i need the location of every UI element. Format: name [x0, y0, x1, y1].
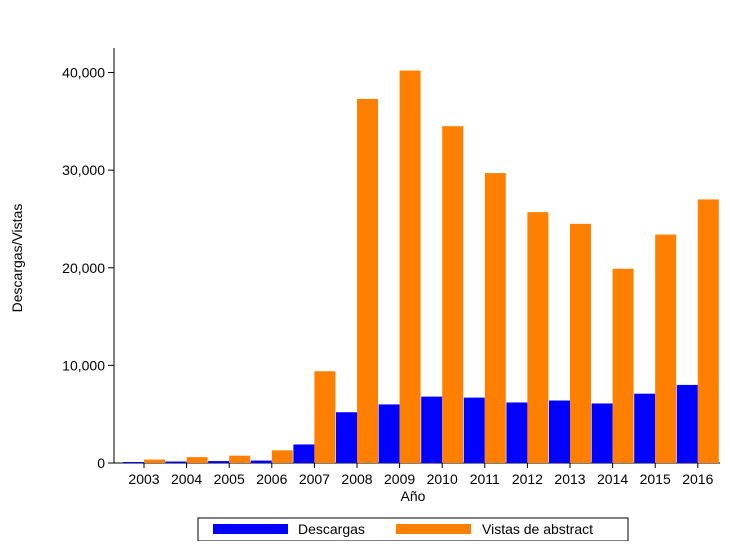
bar-descargas-2009	[378, 404, 400, 463]
bar-descargas-2003	[123, 462, 144, 463]
bar-descargas-2006	[250, 460, 272, 463]
x-tick-label: 2008	[341, 471, 372, 487]
x-tick-label: 2012	[512, 471, 543, 487]
bar-descargas-2015	[634, 393, 656, 463]
bar-descargas-2005	[208, 461, 230, 463]
bar-vistas-2012	[527, 212, 549, 463]
bar-vistas-2013	[570, 223, 591, 463]
bar-vistas-2008	[357, 98, 378, 463]
bar-vistas-2003	[144, 459, 165, 463]
bar-vistas-2006	[271, 450, 293, 463]
x-axis-label: Año	[401, 488, 426, 504]
bar-vistas-2007	[314, 371, 336, 463]
legend-swatch-vistas	[396, 524, 471, 534]
x-tick-label: 2006	[256, 471, 287, 487]
bar-vistas-2014	[612, 268, 634, 463]
bar-vistas-2011	[484, 173, 506, 463]
y-tick-label: 30,000	[62, 162, 105, 178]
y-tick-label: 20,000	[62, 260, 105, 276]
x-tick-label: 2014	[597, 471, 628, 487]
x-tick-label: 2010	[427, 471, 458, 487]
x-tick-label: 2004	[171, 471, 202, 487]
y-tick-label: 10,000	[62, 357, 105, 373]
x-tick-label: 2005	[214, 471, 245, 487]
x-tick-label: 2011	[470, 471, 500, 487]
x-tick-label: 2013	[554, 471, 585, 487]
y-tick-label: 0	[97, 455, 105, 471]
bars-layer	[123, 70, 719, 464]
bar-vistas-2005	[229, 455, 251, 463]
bar-descargas-2004	[165, 461, 187, 463]
bar-descargas-2012	[506, 402, 528, 463]
bar-descargas-2010	[421, 396, 443, 463]
legend-label-descargas: Descargas	[298, 521, 365, 537]
bar-vistas-2009	[399, 70, 421, 463]
x-tick-label: 2003	[128, 471, 159, 487]
bar-vistas-2016	[697, 199, 719, 463]
bar-descargas-2011	[463, 397, 485, 463]
y-ticks-layer: 0 10,000 20,000 30,000 40,000	[62, 65, 114, 471]
bar-vistas-2010	[442, 126, 464, 464]
bar-vistas-2004	[186, 457, 208, 463]
bar-descargas-2013	[549, 400, 570, 463]
bar-descargas-2008	[336, 412, 357, 463]
x-tick-label: 2009	[384, 471, 415, 487]
x-ticks-layer: 2003 2004 2005 2006 2007 2008 2009 2010 2011 2012…	[128, 463, 714, 487]
bar-descargas-2007	[293, 444, 315, 463]
y-tick-label: 40,000	[62, 65, 105, 81]
bar-vistas-2015	[655, 234, 677, 463]
legend-label-vistas: Vistas de abstract	[482, 521, 593, 537]
legend: Descargas Vistas de abstract	[197, 517, 629, 542]
x-tick-label: 2007	[299, 471, 330, 487]
bar-descargas-2016	[676, 384, 698, 463]
legend-swatch-descargas	[213, 524, 288, 534]
x-tick-label: 2015	[640, 471, 671, 487]
bar-descargas-2014	[591, 403, 613, 463]
x-tick-label: 2016	[682, 471, 713, 487]
y-axis-label: Descargas/Vistas	[9, 204, 25, 313]
